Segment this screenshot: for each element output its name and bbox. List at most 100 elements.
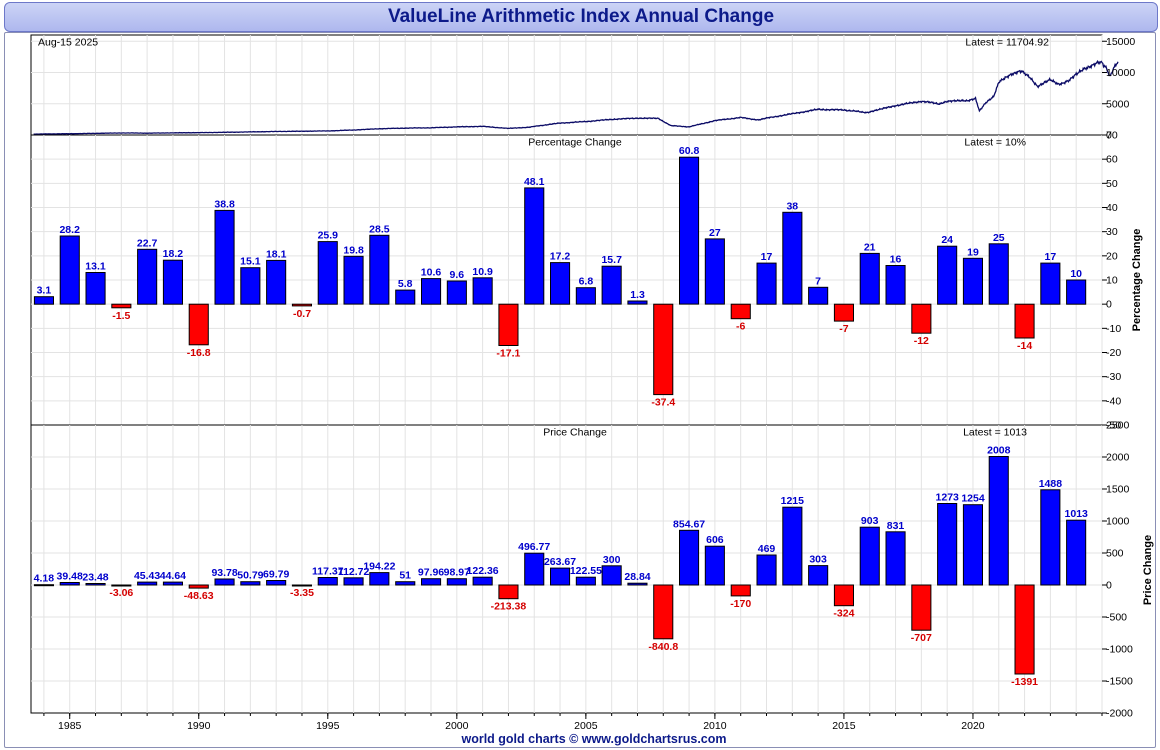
price-change-bar-label: -324 [833, 608, 854, 620]
y-tick-label: 10000 [1106, 67, 1135, 79]
percentage-bar [859, 252, 880, 305]
percentage-bar-label: 6.8 [579, 276, 594, 288]
percentage-bar-label: 25.9 [318, 230, 339, 242]
y-tick-label: 2000 [1106, 452, 1130, 464]
price-change-bar-label: 44.64 [160, 570, 186, 582]
percentage-bar [446, 280, 467, 305]
percentage-bar [395, 289, 416, 305]
price-change-bar [524, 552, 545, 586]
price-change-bar [1040, 489, 1061, 586]
percentage-bar-label: 18.1 [266, 248, 287, 260]
percentage-bar-label: 18.2 [163, 248, 184, 260]
percentage-bar [524, 187, 545, 305]
price-change-bar-label: 496.77 [518, 541, 550, 553]
x-tick-label: 2010 [703, 720, 727, 732]
price-change-bar [575, 576, 596, 586]
price-change-bar [1014, 584, 1035, 675]
percentage-panel-grid [31, 158, 1102, 402]
percentage-bar [575, 287, 596, 305]
percentage-bar [59, 235, 80, 305]
price-change-bar [240, 581, 261, 586]
percentage-bar-label: 60.8 [679, 145, 700, 157]
percentage-bar [369, 234, 390, 305]
percentage-bar-label: 15.7 [601, 254, 622, 266]
price-change-bar [859, 526, 880, 586]
price-change-bar-label: 45.43 [134, 570, 160, 582]
price-change-bar [498, 584, 519, 600]
y-tick-label: -50 [1106, 420, 1121, 432]
price-change-bar [137, 581, 158, 586]
percentage-bar [756, 262, 777, 305]
percentage-bar [653, 303, 674, 396]
price-change-bar-label: 831 [887, 520, 905, 532]
price-change-bar-label: 23.48 [82, 572, 108, 584]
percentage-bar-label: -17.1 [496, 348, 520, 360]
y-tick-label: 0 [1106, 130, 1112, 142]
percentage-bar [498, 303, 519, 347]
footer-credit: world gold charts © www.goldchartsrus.co… [460, 732, 726, 746]
price-change-bar [962, 504, 984, 586]
y-tick-label: -20 [1106, 347, 1121, 359]
percentage-bar [988, 243, 1009, 305]
percentage-bar [317, 241, 338, 305]
percentage-bar-label: -7 [839, 323, 848, 335]
x-tick-label: 1985 [58, 720, 82, 732]
percentage-bar-label: 1.3 [630, 289, 645, 301]
y-tick-label: 0 [1106, 580, 1112, 592]
percentage-bar [627, 300, 648, 305]
price-change-bar [550, 567, 571, 586]
price-change-bar-label: 303 [809, 554, 827, 566]
percentage-bar [33, 296, 55, 305]
y-tick-label: 10 [1106, 275, 1118, 287]
price-change-bar [627, 582, 648, 586]
y-tick-label: 20 [1106, 250, 1118, 262]
y-tick-label: 1000 [1106, 516, 1130, 528]
y-tick-label: 60 [1106, 154, 1118, 166]
percentage-bar [704, 238, 725, 305]
percentage-bar-label: 25 [993, 232, 1005, 244]
percentage-bar [266, 259, 287, 305]
percentage-bar [85, 272, 106, 305]
index-price-line [33, 59, 1119, 135]
price-change-bar-label: -840.8 [648, 641, 678, 653]
price-change-bar-label: 93.78 [211, 567, 237, 579]
y-tick-label: 30 [1106, 226, 1118, 238]
price-panel: 0 5000 10000 15000 Aug-15 2025 Latest = 117… [30, 34, 1135, 142]
y-tick-label: 5000 [1106, 98, 1130, 110]
price-change-bar [704, 545, 725, 586]
price-change-bar-label: -707 [911, 632, 932, 644]
percentage-bar-label: 28.5 [369, 223, 390, 235]
percentage-bar [162, 259, 183, 305]
price-change-axis-label: Price Change [1142, 535, 1154, 605]
date-label: Aug-15 2025 [38, 37, 98, 49]
percentage-bar [343, 255, 364, 305]
percentage-bar [808, 286, 829, 305]
percentage-bar-label: 9.6 [449, 269, 464, 281]
percentage-bar-label: 5.8 [398, 278, 413, 290]
percentage-bar [833, 303, 855, 322]
percentage-bar-label: -14 [1017, 340, 1032, 352]
y-tick-label: 1500 [1106, 484, 1130, 496]
percentage-bar-label: -16.8 [187, 347, 211, 359]
percentage-bar-label: 10.6 [421, 267, 442, 279]
y-tick-label: -500 [1106, 612, 1127, 624]
price-change-panel-y-ticks: -2000 -1500 -1000 -500 0 500 1000 1500 2000 2500 [1102, 420, 1133, 720]
percentage-bar [137, 248, 158, 305]
price-change-bar-label: 117.37 [312, 566, 344, 578]
price-change-bar-label: 263.67 [544, 556, 576, 568]
y-tick-label: -1000 [1106, 644, 1133, 656]
percentage-bar-label: 24 [941, 234, 953, 246]
percentage-bar-label: 21 [864, 241, 876, 253]
price-change-bar [162, 581, 183, 586]
price-change-bar-label: -1391 [1011, 676, 1038, 688]
price-change-bar [343, 577, 364, 586]
price-change-bar-label: 39.48 [57, 571, 83, 583]
price-change-bar [808, 565, 829, 586]
percentage-bar-label: 48.1 [524, 176, 545, 188]
y-tick-label: -30 [1106, 371, 1121, 383]
price-change-bar [85, 583, 106, 586]
chart-title: ValueLine Arithmetic Index Annual Change [387, 6, 775, 27]
latest-percentage-label: Latest = 10% [964, 137, 1026, 149]
